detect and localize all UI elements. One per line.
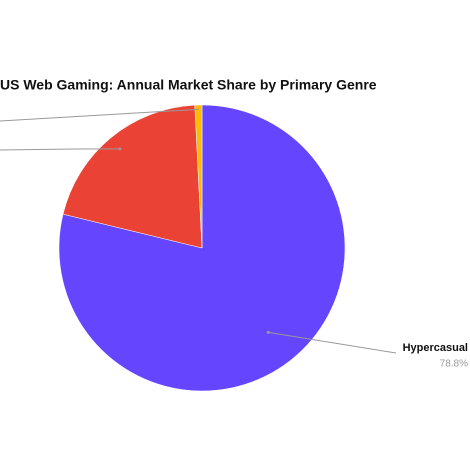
slice-label: Hypercasual [403,342,468,354]
leader-line [268,331,397,354]
chart-title: US Web Gaming: Annual Market Share by Pr… [0,77,377,93]
pie-slice [194,104,203,249]
leader-line [0,108,199,122]
pie-slice [62,104,203,249]
slice-value-label: 78.8% [440,359,468,370]
leader-line [0,148,120,151]
